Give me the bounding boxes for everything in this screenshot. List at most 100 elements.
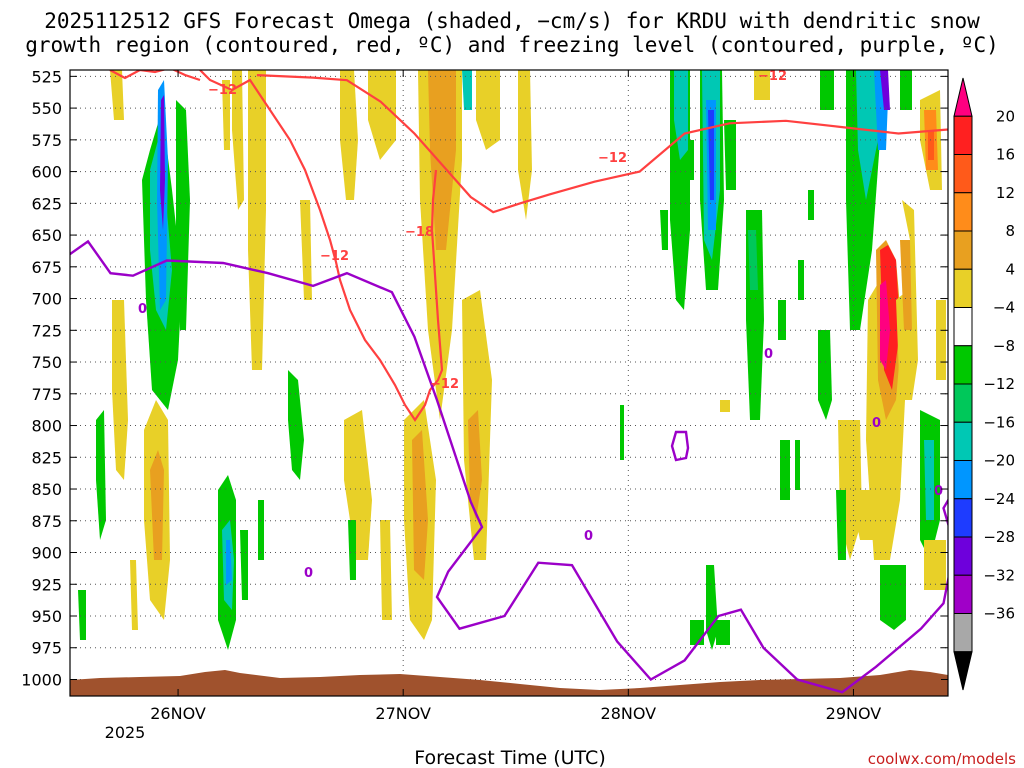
shade-yellow (850, 490, 880, 540)
dgz-red-contour-lower (199, 70, 444, 422)
y-tick-label: 600 (31, 163, 62, 182)
colorbar-swatch (953, 345, 973, 385)
shade-green (240, 530, 248, 600)
colorbar-label: 4 (1005, 260, 1015, 278)
red-contour-label: −18 (405, 225, 434, 240)
colorbar-arrow-top (953, 77, 973, 117)
omega-shading-layer (78, 70, 946, 650)
shade-orange (468, 410, 482, 520)
shade-teal (748, 230, 758, 290)
colorbar-swatch (953, 498, 973, 538)
shade-green (836, 490, 846, 560)
colorbar-swatch (953, 383, 973, 423)
red-contour-label: −12 (758, 69, 787, 84)
colorbar-label: 8 (1005, 222, 1015, 240)
y-tick-label: 650 (31, 226, 62, 245)
shade-violet (160, 95, 165, 230)
shade-green (818, 330, 832, 420)
colorbar-label: −12 (983, 375, 1015, 393)
y-tick-label: 975 (31, 639, 62, 658)
colorbar-label: 20 (996, 107, 1015, 125)
chart-title-line1: 2025112512 GFS Forecast Omega (shaded, −… (44, 9, 980, 33)
shade-yellow (232, 70, 244, 210)
dgz-red-contour-left (109, 70, 201, 82)
x-axis: 26NOV27NOV28NOV29NOV30NOV1DEC2DEC3DEC (150, 70, 882, 723)
shade-green (780, 440, 790, 500)
shade-green (690, 620, 704, 645)
colorbar-label: −36 (983, 605, 1015, 623)
y-tick-label: 575 (31, 131, 62, 150)
colorbar-label: 16 (996, 146, 1015, 164)
shade-green (96, 410, 106, 540)
colorbar-swatch (953, 307, 973, 347)
shade-green (176, 100, 190, 330)
shade-column-2dec (818, 70, 946, 630)
shade-green (716, 620, 730, 645)
shade-red (928, 130, 934, 160)
shade-yellow (518, 70, 532, 220)
shade-yellow (340, 70, 358, 200)
shade-green (688, 140, 694, 180)
purple-contour-label: 0 (872, 416, 881, 431)
purple-contour-label: 0 (304, 566, 313, 581)
y-tick-label: 725 (31, 321, 62, 340)
y-tick-label: 850 (31, 480, 62, 499)
shade-green (798, 260, 804, 300)
shade-blue (226, 540, 232, 585)
colorbar-label: −20 (983, 452, 1015, 470)
shade-yellow (380, 520, 392, 620)
shade-teal (856, 70, 878, 200)
shade-magenta (880, 280, 890, 370)
freezing-level-contour (70, 239, 948, 694)
y-axis: 525 550 575 600 625 650 675 700 725 750 775 800 825 8… (21, 67, 948, 689)
colorbar-label: −24 (983, 490, 1015, 508)
y-tick-label: 925 (31, 575, 62, 594)
shade-cyan (462, 70, 472, 110)
x-tick-label: 29NOV (826, 704, 882, 723)
colorbar-swatch (953, 192, 973, 232)
red-contour-label: −12 (320, 249, 349, 264)
colorbar-label: −16 (983, 413, 1015, 431)
colorbar-swatch (953, 460, 973, 500)
shade-violet (880, 70, 890, 110)
colorbar-swatch (953, 230, 973, 270)
shade-yellow (112, 300, 128, 480)
x-tick-label: 26NOV (150, 704, 206, 723)
y-tick-label: 800 (31, 417, 62, 436)
shade-green (348, 520, 356, 580)
y-tick-label: 775 (31, 385, 62, 404)
shade-orange (150, 450, 164, 560)
shade-column-29nov (462, 70, 624, 560)
shade-green (795, 440, 800, 490)
shade-yellow (110, 70, 124, 120)
shade-column-26nov (78, 70, 190, 640)
y-tick-label: 750 (31, 353, 62, 372)
shade-green (778, 300, 786, 340)
shade-green (78, 590, 86, 640)
contour-labels: −12 −12 −18 −12 −12 −12 0 0 0 0 0 0 (138, 69, 943, 581)
plot-frame (69, 69, 949, 697)
shade-yellow (368, 70, 396, 160)
colorbar-swatch (953, 115, 973, 155)
colorbar-swatch (953, 154, 973, 194)
red-contour-label: −12 (430, 377, 459, 392)
dgz-red-contour (256, 74, 948, 214)
shade-yellow (300, 200, 312, 300)
y-tick-label: 825 (31, 448, 62, 467)
colorbar-label: −4 (993, 299, 1015, 317)
x-axis-year: 2025 (105, 723, 146, 742)
plot-background (70, 70, 948, 696)
shade-green (620, 405, 624, 460)
y-tick-label: 550 (31, 99, 62, 118)
credit-text: coolwx.com/models (868, 750, 1016, 768)
shade-yellow (476, 70, 500, 150)
shade-yellow (754, 70, 770, 100)
shade-yellow (222, 80, 230, 150)
purple-contour-label: 0 (764, 347, 773, 362)
shade-green (724, 120, 736, 190)
colorbar-label: 12 (996, 184, 1015, 202)
shade-yellow (720, 400, 730, 412)
y-tick-label: 1000 (21, 670, 62, 689)
colorbar-swatch (953, 421, 973, 461)
